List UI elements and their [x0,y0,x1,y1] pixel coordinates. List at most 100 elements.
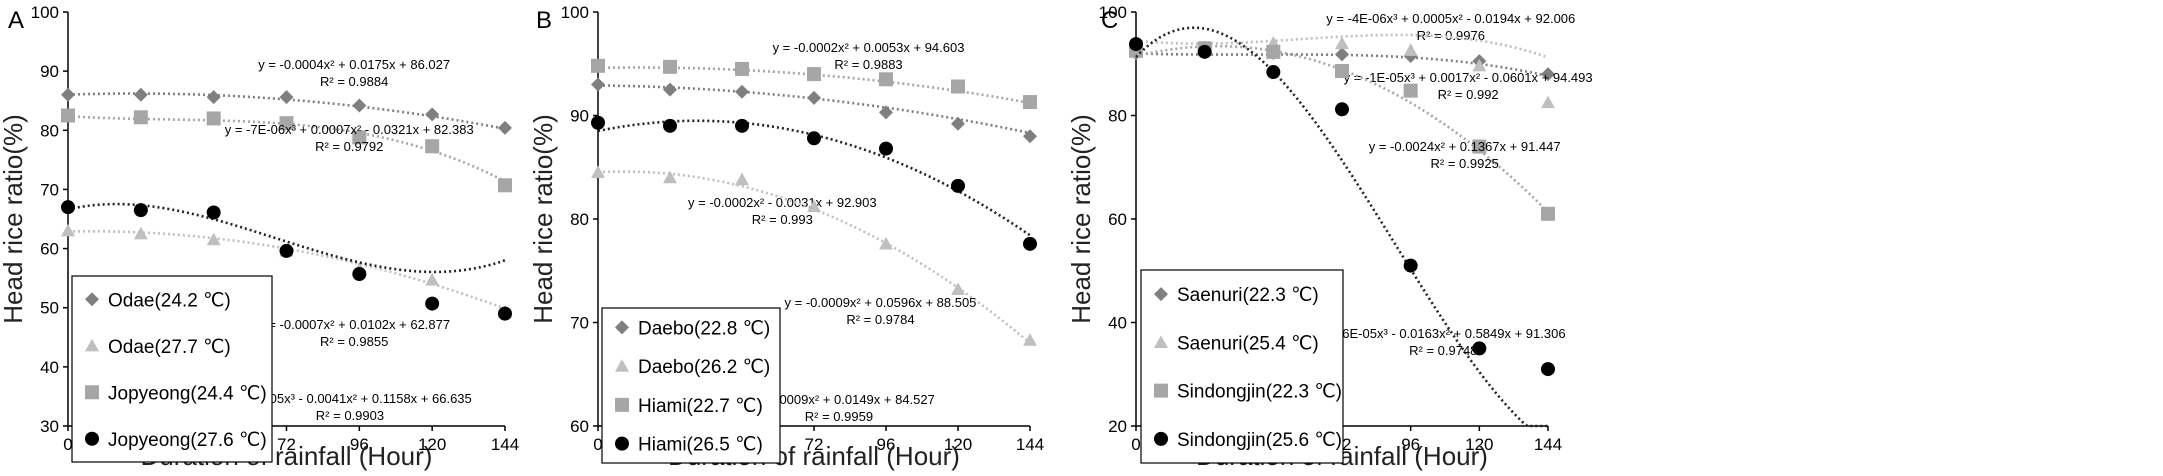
data-point [735,172,749,186]
data-point [1541,362,1555,377]
data-point [1472,58,1487,72]
data-point [951,79,965,94]
legend-label: Odae(24.2 ℃) [108,290,231,311]
r-squared-label: R² = 0.992 [1438,87,1499,102]
legend-marker [615,436,629,451]
x-tick-label: 144 [491,435,519,454]
data-point [807,67,821,82]
y-tick-label: 20 [1108,417,1127,436]
y-tick-label: 30 [40,417,59,436]
trend-equation: y = -0.0004x² + 0.0175x + 86.027 [258,57,450,72]
data-point [425,272,440,286]
data-point [1023,333,1037,346]
panel-letter: A [8,7,24,34]
legend-marker [1154,431,1168,446]
data-point [879,105,893,120]
legend-label: Sindongjin(22.3 ℃) [1177,382,1342,403]
series-2: y = -0.0002x² + 0.0053x + 94.603 R² = 0.9… [591,40,1037,110]
data-point [133,203,148,218]
legend-label: Hiami(26.5 ℃) [638,435,763,456]
r-squared-label: R² = 0.993 [752,212,813,227]
y-tick-label: 80 [570,210,589,229]
data-point [807,131,821,146]
legend-box [71,275,273,463]
y-tick-label: 80 [40,121,59,140]
data-point [133,226,148,240]
data-point [279,243,294,258]
data-point [206,111,221,126]
data-point [498,120,512,135]
series-2: y = -7E-06x³ + 0.0007x² - 0.0321x + 82.3… [61,108,512,193]
y-tick-label: 40 [40,358,59,377]
series-2: y = -0.0024x² + 0.1367x + 91.447 R² = 0.9… [1129,41,1561,221]
legend-label: Odae(27.7 ℃) [108,337,231,358]
y-axis-title: Head rice ratio(%) [1066,114,1096,324]
data-point [735,118,749,133]
data-point [1403,258,1418,273]
panel-letter: B [536,7,552,34]
x-tick-label: 96 [877,435,896,454]
data-point [735,61,749,76]
x-tick-label: 96 [350,435,369,454]
data-point [879,141,893,156]
data-point [591,58,605,73]
data-point [498,178,512,193]
data-point [951,116,965,131]
data-point [133,110,148,125]
y-tick-label: 60 [570,417,589,436]
series-3: y = -0.0009x² + 0.0596x + 88.505 R² = 0.9… [591,115,1037,327]
legend: Daebo(22.8 ℃) Daebo(26.2 ℃) Hiami(22.7 ℃) H… [601,307,781,464]
data-point [1541,95,1555,109]
data-point [1403,83,1418,98]
legend-label: Hiami(22.7 ℃) [638,396,763,417]
data-point [663,170,677,184]
y-tick-label: 70 [40,180,59,199]
data-point [735,84,749,99]
data-point [352,98,367,113]
x-tick-label: 96 [1401,435,1420,454]
legend-marker [1154,383,1168,398]
series-1: y = -0.0009x² + 0.0149x + 84.527 R² = 0.9… [591,165,1037,424]
legend-label: Daebo(26.2 ℃) [638,357,770,378]
data-point [352,130,367,145]
data-point [807,90,821,105]
trend-line [67,202,506,274]
data-point [1335,47,1349,62]
legend-marker [1154,335,1168,348]
series-3: y = 2E-05x³ - 0.0041x² + 0.1158x + 66.63… [61,200,512,423]
y-tick-label: 100 [31,3,59,22]
legend-marker [615,359,629,372]
data-point [1129,37,1143,52]
x-tick-label: 120 [418,435,446,454]
data-point [1541,206,1555,221]
x-tick-label: 120 [1465,435,1493,454]
data-point [591,77,605,92]
data-point [1335,63,1349,78]
legend-box [1140,269,1344,464]
r-squared-label: R² = 0.9784 [846,312,914,327]
trend-equation: y = -4E-06x³ + 0.0005x² - 0.0194x + 92.0… [1326,11,1575,26]
y-tick-label: 100 [1099,3,1127,22]
data-point [279,90,294,105]
data-point [879,236,893,250]
legend-label: Jopyeong(27.6 ℃) [108,430,267,451]
data-point [879,72,893,87]
data-point [498,306,512,321]
data-point [1197,44,1212,59]
data-point [951,178,965,193]
data-point [1023,95,1037,110]
data-point [663,82,677,97]
series-0: y = -0.0004x² + 0.0175x + 86.027 R² = 0.9… [61,57,512,135]
trend-equation: y = -0.0009x² + 0.0149x + 84.527 [743,392,935,407]
y-tick-label: 80 [1108,107,1127,126]
data-point [352,267,367,282]
data-point [61,108,75,123]
data-point [1472,139,1487,154]
data-point [1403,43,1418,56]
panel-c: C20406080100024487296120144Duration of r… [1066,3,1593,471]
data-point [1335,102,1349,117]
data-point [1472,341,1487,356]
x-tick-label: 0 [593,435,602,454]
panel-a: A30405060708090100024487296120144Duratio… [0,3,519,471]
data-point [425,107,440,122]
